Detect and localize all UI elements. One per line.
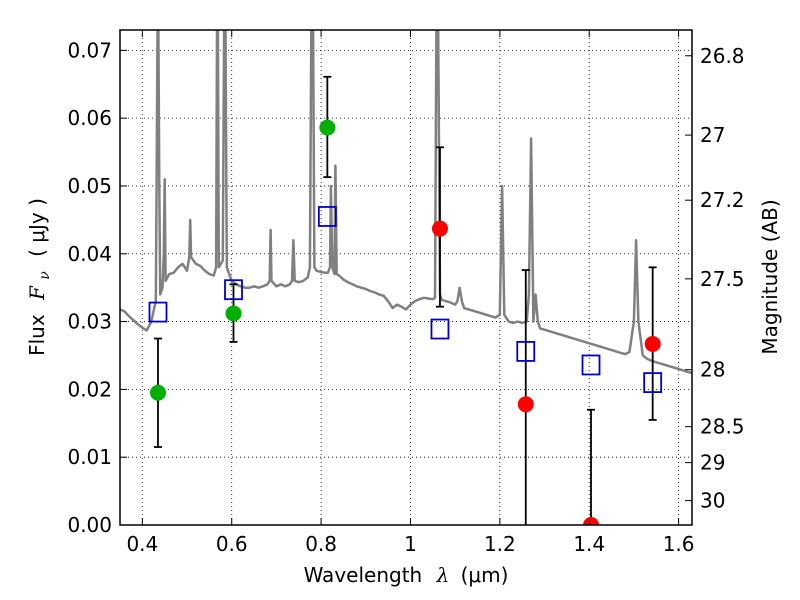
right-tick-labels: 26.8 27 27.2 27.5 28 28.5 29 30 <box>700 44 745 513</box>
y-tick-labels: 0.00 0.01 0.02 0.03 0.04 0.05 0.06 0.07 <box>67 38 112 537</box>
observed-nir-point <box>517 396 534 413</box>
plot-frame <box>119 29 693 526</box>
model-photometry-point <box>643 372 663 394</box>
model-photometry-point <box>581 354 601 376</box>
y-tick-label: 0.06 <box>67 106 112 130</box>
x-tick-label: 1.6 <box>663 532 695 556</box>
observed-nir-point <box>644 335 661 352</box>
right-tick-label: 27 <box>700 123 725 147</box>
y-axis-label: Flux F ν ( μJy ) <box>25 198 54 356</box>
right-tick-label: 28 <box>700 358 725 382</box>
x-axis-label: Wavelength λ (μm) <box>304 563 509 587</box>
y-tick-label: 0.02 <box>67 377 112 401</box>
x-tick-label: 0.6 <box>216 532 248 556</box>
y-tick-label: 0.00 <box>67 513 112 537</box>
axis-ticks <box>120 30 692 526</box>
x-tick-label: 0.4 <box>126 532 158 556</box>
x-tick-label: 1.2 <box>484 532 516 556</box>
right-axis-label: Magnitude (AB) <box>758 199 782 354</box>
right-tick-label: 29 <box>700 451 725 475</box>
model-photometry-point <box>516 341 536 362</box>
observed-nir-point <box>431 220 448 237</box>
model-photometry-point <box>224 279 243 301</box>
model-photometry-series <box>148 206 663 394</box>
right-tick-label: 28.5 <box>700 415 745 439</box>
x-tick-labels: 0.4 0.6 0.8 1 1.2 1.4 1.6 <box>126 532 694 556</box>
observed-optical-point <box>319 119 336 136</box>
y-tick-label: 0.01 <box>67 445 112 469</box>
observed-photometry-series <box>149 119 661 525</box>
y-tick-label: 0.04 <box>67 242 112 266</box>
right-tick-label: 26.8 <box>700 44 745 68</box>
right-tick-label: 27.5 <box>700 267 745 291</box>
model-spectrum-line <box>120 30 692 375</box>
x-tick-label: 0.8 <box>305 532 337 556</box>
observed-optical-point <box>149 384 166 401</box>
model-photometry-point <box>148 301 168 323</box>
observed-nir-point <box>583 517 600 525</box>
model-photometry-point <box>430 318 450 340</box>
x-tick-label: 1 <box>404 532 417 556</box>
observed-optical-point <box>225 305 242 322</box>
x-tick-label: 1.4 <box>573 532 605 556</box>
y-tick-label: 0.07 <box>67 38 112 62</box>
y-tick-label: 0.05 <box>67 174 112 198</box>
right-tick-label: 27.2 <box>700 188 745 212</box>
model-photometry-point <box>317 206 337 227</box>
right-tick-label: 30 <box>700 489 725 513</box>
y-tick-label: 0.03 <box>67 310 112 334</box>
